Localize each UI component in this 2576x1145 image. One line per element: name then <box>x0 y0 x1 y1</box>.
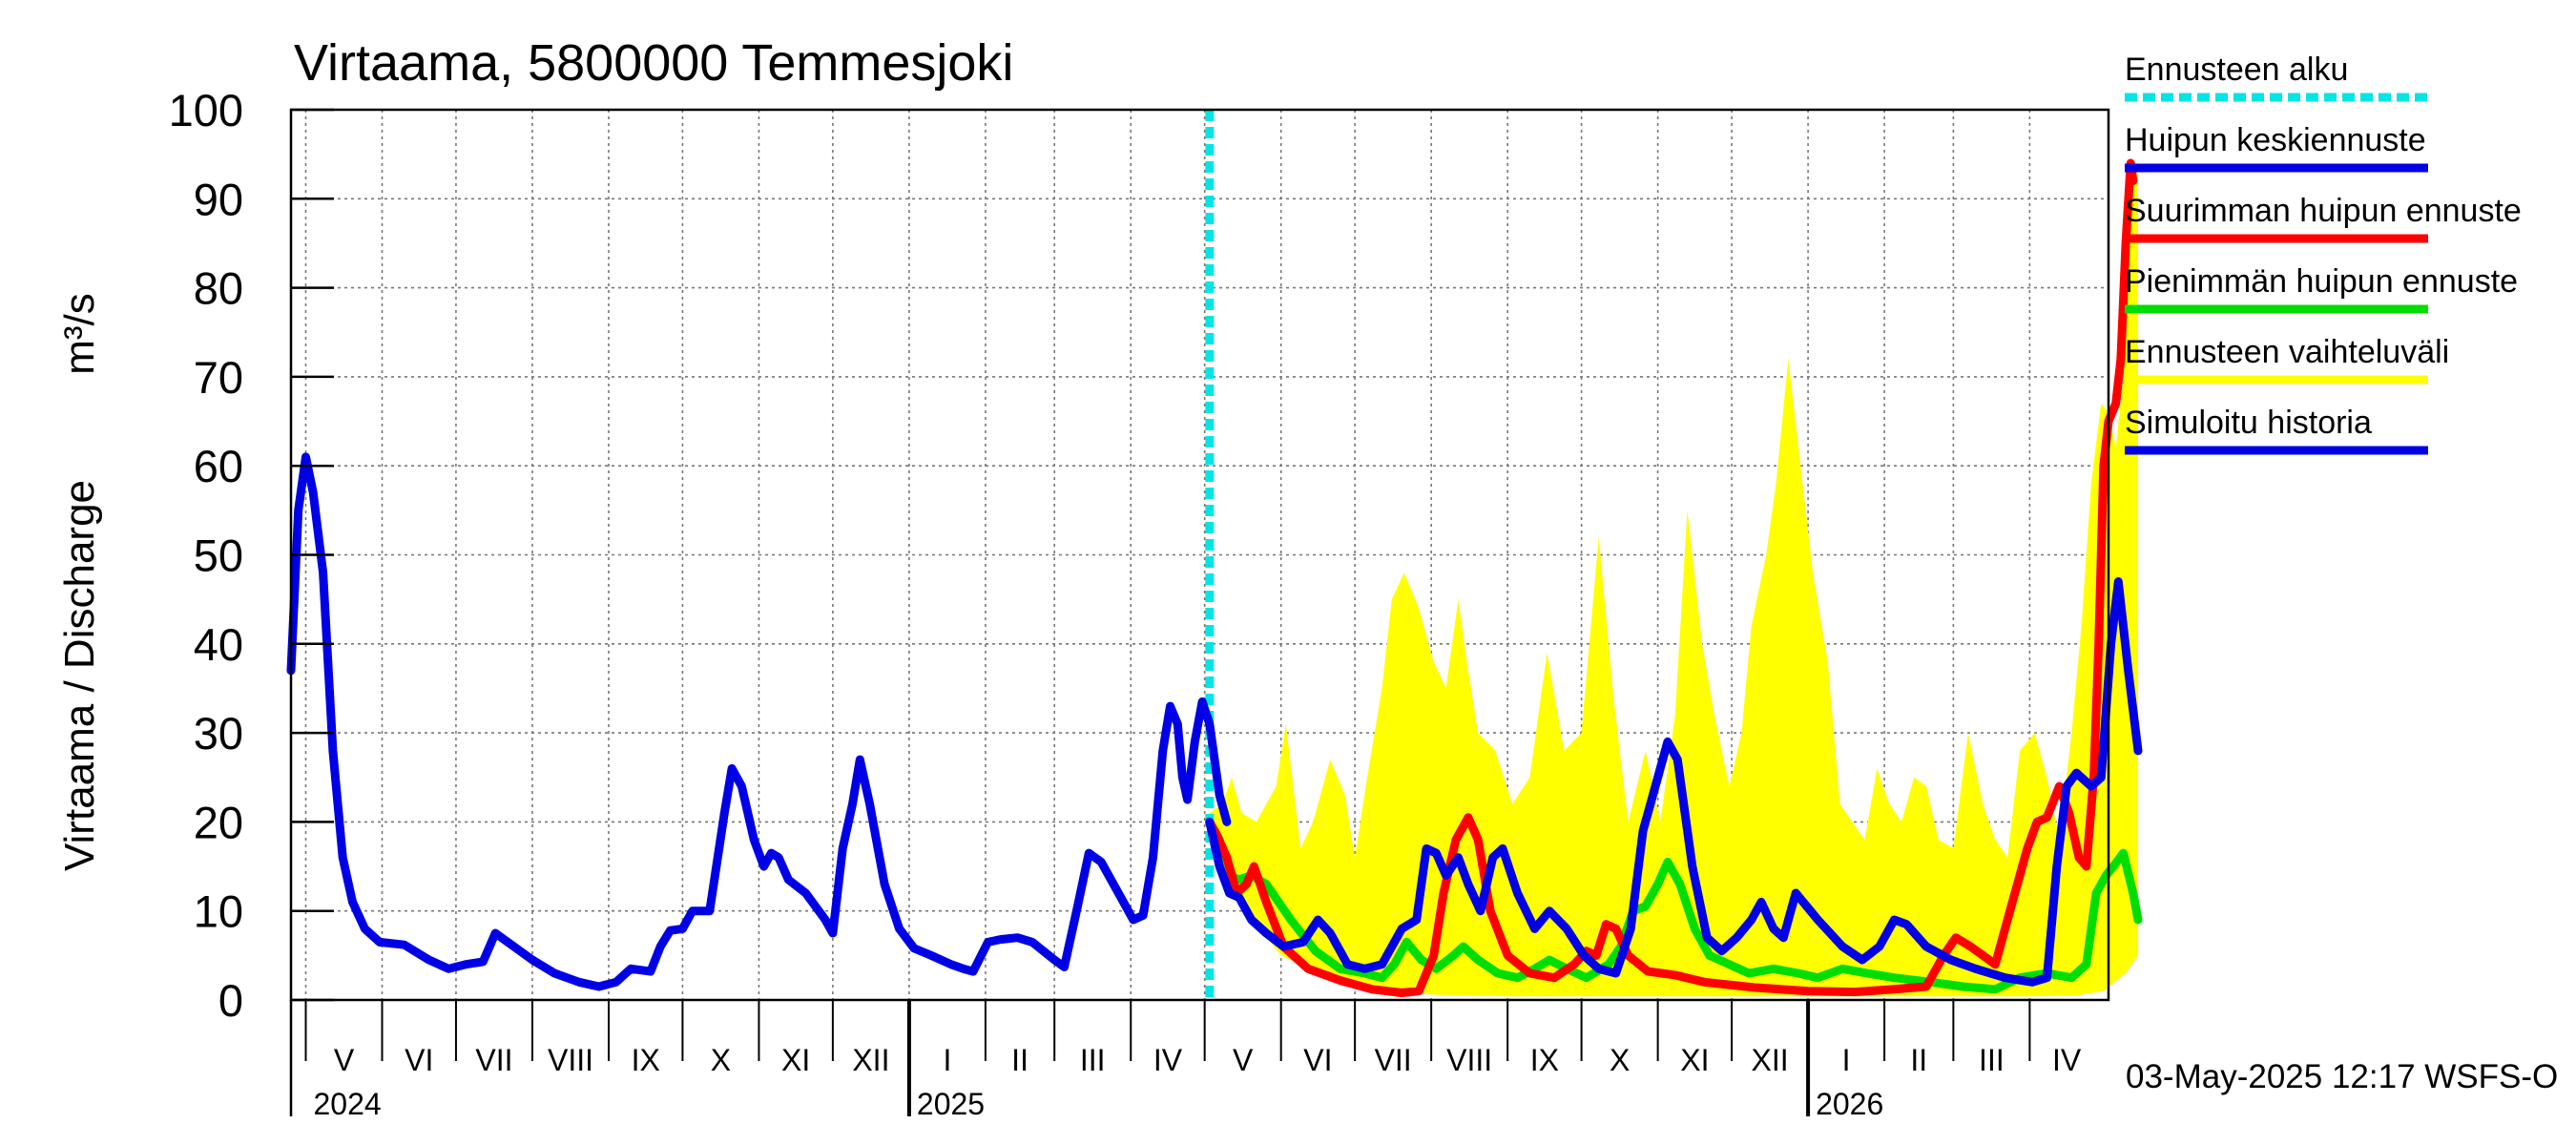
timestamp: 03-May-2025 12:17 WSFS-O <box>2126 1058 2558 1095</box>
month-label-8: I <box>943 1043 951 1077</box>
month-label-9: II <box>1011 1043 1028 1077</box>
month-label-0: V <box>334 1043 355 1077</box>
month-label-22: III <box>1979 1043 2005 1077</box>
y-tick-label-4: 40 <box>194 619 243 670</box>
month-label-1: VI <box>405 1043 433 1077</box>
y-tick-label-1: 10 <box>194 886 243 937</box>
chart-title: Virtaama, 5800000 Temmesjoki <box>294 34 1013 92</box>
month-label-7: XII <box>852 1043 889 1077</box>
y-tick-label-6: 60 <box>194 441 243 491</box>
y-tick-label-8: 80 <box>194 263 243 314</box>
month-label-4: IX <box>632 1043 660 1077</box>
x-axis-labels: V VI VII VIII IX X XI XII I II III IV V VI VII VIII IX X X… <box>304 1000 2082 1121</box>
y-axis-label: Virtaama / Discharge <box>56 480 103 871</box>
y-tick-label-3: 30 <box>194 708 243 759</box>
legend-label-2: Suurimman huipun ennuste <box>2125 193 2522 229</box>
legend-label-1: Huipun keskiennuste <box>2125 122 2426 158</box>
month-label-23: IV <box>2052 1043 2082 1077</box>
y-tick-label-0: 0 <box>218 975 243 1026</box>
month-label-6: XI <box>781 1043 810 1077</box>
month-label-19: XII <box>1752 1043 1789 1077</box>
series-layer <box>286 158 2143 997</box>
month-label-18: XI <box>1680 1043 1709 1077</box>
month-label-11: IV <box>1153 1043 1183 1077</box>
year-label-2026: 2026 <box>1816 1087 1883 1121</box>
y-tick-label-5: 50 <box>194 531 243 581</box>
y-axis-unit: m³/s <box>56 293 103 375</box>
month-label-10: III <box>1080 1043 1106 1077</box>
month-label-14: VII <box>1375 1043 1412 1077</box>
month-label-21: II <box>1910 1043 1927 1077</box>
month-label-16: IX <box>1530 1043 1559 1077</box>
month-label-3: VIII <box>548 1043 593 1077</box>
legend-label-5: Simuloitu historia <box>2125 405 2372 441</box>
legend: Ennusteen alku Huipun keskiennuste Suurimm… <box>2125 52 2522 455</box>
month-label-12: V <box>1233 1043 1254 1077</box>
y-tick-labels: 0 10 20 30 40 50 60 70 80 90 100 <box>169 85 334 1026</box>
month-label-20: I <box>1842 1043 1851 1077</box>
y-tick-label-10: 100 <box>169 85 243 135</box>
month-label-17: X <box>1610 1043 1630 1077</box>
legend-label-0: Ennusteen alku <box>2125 52 2348 88</box>
series-line-simuloitu-historia <box>286 452 1232 991</box>
series-line-suurimman-huipun-ennuste <box>1205 158 2138 997</box>
forecast-range-band <box>1209 163 2138 997</box>
y-tick-label-7: 70 <box>194 352 243 403</box>
year-label-2025: 2025 <box>917 1087 985 1121</box>
series-line-huipun-keskiennuste <box>1205 577 2143 987</box>
legend-label-3: Pienimmän huipun ennuste <box>2125 263 2518 300</box>
month-label-5: X <box>711 1043 731 1077</box>
y-tick-label-9: 90 <box>194 174 243 224</box>
legend-label-4: Ennusteen vaihteluväli <box>2125 334 2449 370</box>
forecast-range-layer <box>1205 110 2138 1000</box>
y-tick-label-2: 20 <box>194 797 243 847</box>
month-label-15: VIII <box>1446 1043 1492 1077</box>
month-label-13: VI <box>1303 1043 1332 1077</box>
year-label-2024: 2024 <box>313 1087 381 1121</box>
month-label-2: VII <box>475 1043 512 1077</box>
